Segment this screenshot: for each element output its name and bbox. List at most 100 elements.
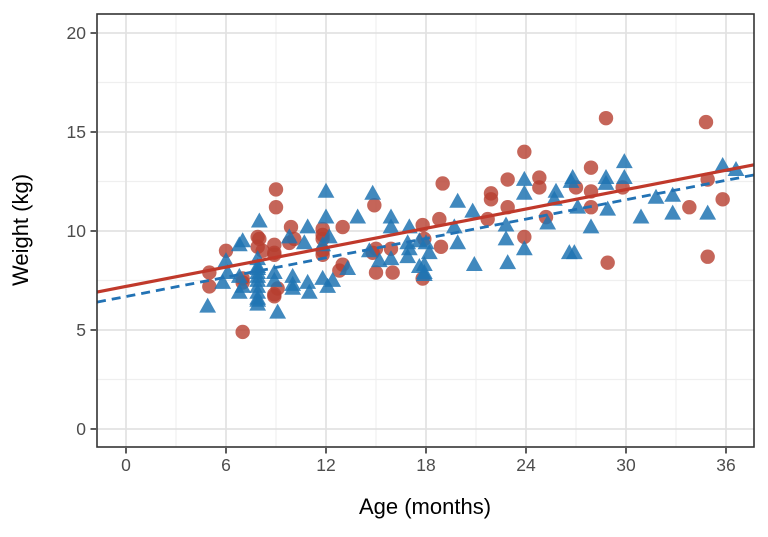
- data-point-triangle: [230, 267, 248, 283]
- data-point-triangle: [539, 214, 557, 230]
- data-point-circle: [583, 160, 599, 175]
- data-point-circle: [368, 265, 384, 280]
- data-point-circle: [235, 324, 250, 340]
- data-point-triangle: [382, 250, 400, 266]
- data-point-triangle: [515, 170, 533, 186]
- data-point-circle: [385, 265, 400, 280]
- y-tick-label: 15: [67, 122, 86, 142]
- data-point-triangle: [415, 256, 433, 272]
- data-point-triangle: [265, 263, 283, 279]
- data-point-triangle: [497, 216, 515, 232]
- data-point-triangle: [269, 303, 287, 319]
- data-point-triangle: [382, 218, 400, 234]
- x-tick-label: 36: [716, 455, 735, 475]
- data-point-triangle: [284, 267, 302, 283]
- data-point-triangle: [597, 174, 615, 190]
- data-point-circle: [432, 211, 447, 227]
- data-point-circle: [532, 180, 547, 195]
- data-point-triangle: [399, 248, 417, 264]
- x-axis-title: Age (months): [359, 494, 491, 519]
- data-point-triangle: [295, 234, 313, 250]
- data-point-circle: [335, 219, 350, 235]
- data-point-circle: [715, 192, 730, 207]
- data-point-triangle: [565, 244, 583, 260]
- data-point-circle: [517, 144, 532, 159]
- data-point-triangle: [445, 218, 463, 234]
- data-point-triangle: [615, 153, 633, 169]
- data-point-triangle: [499, 254, 517, 270]
- data-point-triangle: [515, 240, 533, 256]
- data-point-triangle: [250, 212, 268, 228]
- data-point-triangle: [280, 228, 298, 244]
- data-point-circle: [435, 176, 450, 191]
- data-point-triangle: [317, 208, 335, 224]
- data-point-triangle: [664, 186, 682, 202]
- data-point-triangle: [647, 188, 665, 204]
- x-tick-label: 6: [221, 455, 231, 475]
- data-point-triangle: [364, 184, 382, 200]
- data-point-triangle: [420, 244, 438, 260]
- data-point-triangle: [699, 204, 717, 220]
- data-point-triangle: [417, 234, 435, 250]
- data-point-triangle: [300, 283, 318, 299]
- data-point-triangle: [265, 271, 283, 287]
- data-point-circle: [268, 200, 284, 215]
- data-point-triangle: [370, 252, 388, 268]
- data-point-triangle: [234, 232, 252, 248]
- x-tick-label: 0: [121, 455, 131, 475]
- data-point-circle: [367, 198, 382, 213]
- data-point-triangle: [564, 168, 582, 184]
- data-point-triangle: [339, 260, 357, 276]
- x-tick-label: 30: [616, 455, 636, 475]
- panel-border: [96, 13, 755, 448]
- data-point-circle: [532, 170, 547, 185]
- y-axis: 0 5 10 15 20: [67, 23, 96, 439]
- data-point-circle: [698, 114, 714, 130]
- data-point-circle: [600, 255, 615, 270]
- x-tick-label: 24: [516, 455, 536, 475]
- data-point-triangle: [632, 208, 650, 224]
- x-axis: 0 6 12 18 24 30 36: [121, 448, 736, 475]
- data-point-triangle: [299, 273, 317, 289]
- data-point-circle: [268, 182, 284, 197]
- fit-line-dashed: [96, 173, 755, 304]
- data-point-circle: [517, 229, 532, 245]
- y-tick-label: 0: [76, 419, 86, 439]
- y-tick-label: 10: [67, 221, 87, 241]
- data-point-triangle: [449, 234, 467, 250]
- data-point-triangle: [714, 157, 732, 173]
- data-point-triangle: [324, 271, 342, 287]
- data-point-triangle: [664, 204, 682, 220]
- data-point-triangle: [582, 218, 600, 234]
- data-point-triangle: [317, 182, 335, 198]
- data-point-triangle: [515, 184, 533, 200]
- data-point-triangle: [349, 208, 367, 224]
- x-tick-label: 18: [416, 455, 435, 475]
- y-tick-label: 5: [76, 320, 86, 340]
- data-point-circle: [202, 279, 217, 294]
- data-point-circle: [433, 239, 449, 255]
- data-point-triangle: [284, 279, 302, 295]
- data-point-triangle: [599, 200, 617, 216]
- y-tick-label: 20: [67, 23, 87, 43]
- data-point-triangle: [465, 256, 483, 272]
- data-point-triangle: [249, 295, 267, 311]
- fit-line-solid: [96, 163, 755, 294]
- data-point-triangle: [320, 228, 338, 244]
- data-point-triangle: [415, 265, 433, 281]
- fit-lines: [96, 163, 755, 304]
- data-point-triangle: [547, 182, 565, 198]
- data-points: [199, 110, 745, 340]
- data-point-triangle: [497, 230, 515, 246]
- x-tick-label: 12: [316, 455, 335, 475]
- data-point-circle: [483, 192, 499, 207]
- data-point-triangle: [234, 277, 252, 293]
- data-point-triangle: [299, 218, 317, 234]
- data-point-circle: [598, 110, 614, 126]
- y-axis-title: Weight (kg): [8, 174, 33, 286]
- data-point-circle: [500, 172, 515, 187]
- data-point-triangle: [199, 297, 217, 313]
- data-point-triangle: [615, 168, 633, 184]
